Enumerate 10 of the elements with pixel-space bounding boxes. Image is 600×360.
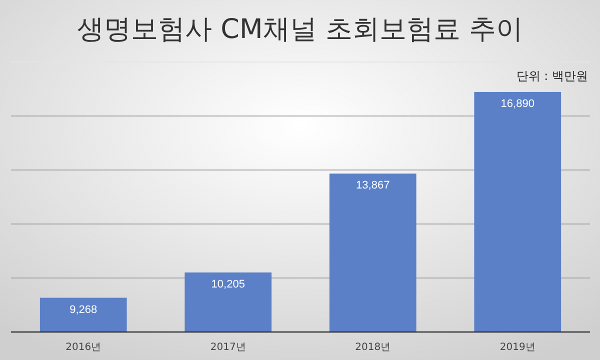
x-tick-label: 2017년 xyxy=(210,342,246,353)
annotation: 단위 : 백만원 xyxy=(516,69,588,83)
data-label: 9,268 xyxy=(70,304,98,316)
data-label: 16,890 xyxy=(500,98,534,110)
chart-title: 생명보험사 CM채널 초회보험료 추이 xyxy=(77,14,523,45)
x-tick-label: 2018년 xyxy=(355,342,391,353)
x-tick-label: 2016년 xyxy=(66,342,102,353)
data-label: 13,867 xyxy=(356,180,390,192)
data-label: 10,205 xyxy=(211,278,245,290)
x-tick-label: 2019년 xyxy=(500,342,536,353)
